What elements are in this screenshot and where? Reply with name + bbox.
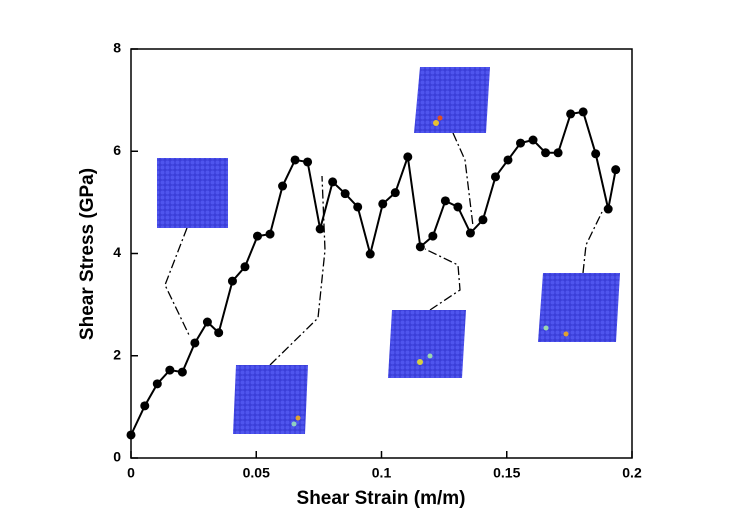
x-tick-label: 0 xyxy=(127,465,135,481)
defect-atom xyxy=(437,115,443,121)
y-tick-label: 8 xyxy=(113,40,121,56)
x-tick-label: 0.15 xyxy=(493,465,520,481)
data-point xyxy=(165,365,175,375)
connector xyxy=(452,132,474,227)
data-point xyxy=(340,189,350,199)
connector xyxy=(424,248,461,311)
data-point xyxy=(152,379,162,389)
data-point xyxy=(516,138,526,148)
data-point xyxy=(611,165,621,175)
defect-atom xyxy=(433,120,439,126)
defect-atom xyxy=(295,415,301,421)
insets xyxy=(157,67,620,434)
data-point xyxy=(528,135,538,145)
data-point xyxy=(603,204,613,214)
data-point xyxy=(378,199,388,209)
defect-atom xyxy=(427,353,433,359)
data-point xyxy=(140,401,150,411)
plot-frame xyxy=(130,48,633,459)
atom-snapshot xyxy=(414,67,490,133)
data-point xyxy=(265,229,275,239)
defect-atom xyxy=(563,331,569,337)
y-axis-label: Shear Stress (GPa) xyxy=(77,168,98,340)
x-tick-label: 0.2 xyxy=(622,465,642,481)
x-tick-label: 0.1 xyxy=(372,465,392,481)
data-point xyxy=(428,231,438,241)
y-tick-label: 0 xyxy=(113,449,121,465)
data-point xyxy=(541,148,551,158)
data-point xyxy=(415,242,425,252)
y-tick-label: 6 xyxy=(113,142,121,158)
atom-snapshot xyxy=(233,365,308,434)
data-point xyxy=(490,172,500,182)
defect-atom xyxy=(417,359,423,365)
connector xyxy=(164,227,191,338)
data-point xyxy=(303,157,313,167)
data-point xyxy=(202,317,212,327)
defect-atom xyxy=(291,421,297,427)
data-point xyxy=(566,109,576,119)
data-point xyxy=(278,181,288,191)
x-tick-label: 0.05 xyxy=(243,465,270,481)
data-point xyxy=(253,231,263,241)
data-point xyxy=(478,215,488,225)
data-point xyxy=(177,367,187,377)
data-point xyxy=(240,262,250,272)
data-point xyxy=(553,148,563,158)
data-point xyxy=(465,228,475,238)
atom-snapshot xyxy=(157,158,228,228)
data-point xyxy=(503,155,513,165)
data-point xyxy=(190,338,200,348)
defect-atom xyxy=(543,325,549,331)
data-point xyxy=(214,328,224,338)
y-tick-label: 4 xyxy=(113,244,121,260)
atom-snapshot xyxy=(538,273,620,342)
y-tick-label: 2 xyxy=(113,346,121,362)
x-axis-label: Shear Strain (m/m) xyxy=(297,488,466,509)
data-point xyxy=(591,149,601,159)
atom-snapshot xyxy=(388,310,466,378)
data-point xyxy=(403,152,413,162)
data-point xyxy=(315,224,325,234)
data-point xyxy=(227,276,237,286)
connector xyxy=(582,211,603,274)
data-point xyxy=(126,430,136,440)
data-point xyxy=(390,188,400,198)
series-line xyxy=(130,110,617,436)
data-point xyxy=(440,196,450,206)
data-point xyxy=(353,202,363,212)
data-point xyxy=(290,155,300,165)
data-point xyxy=(328,177,338,187)
data-point xyxy=(578,107,588,117)
data-point xyxy=(365,249,375,259)
data-point xyxy=(453,202,463,212)
